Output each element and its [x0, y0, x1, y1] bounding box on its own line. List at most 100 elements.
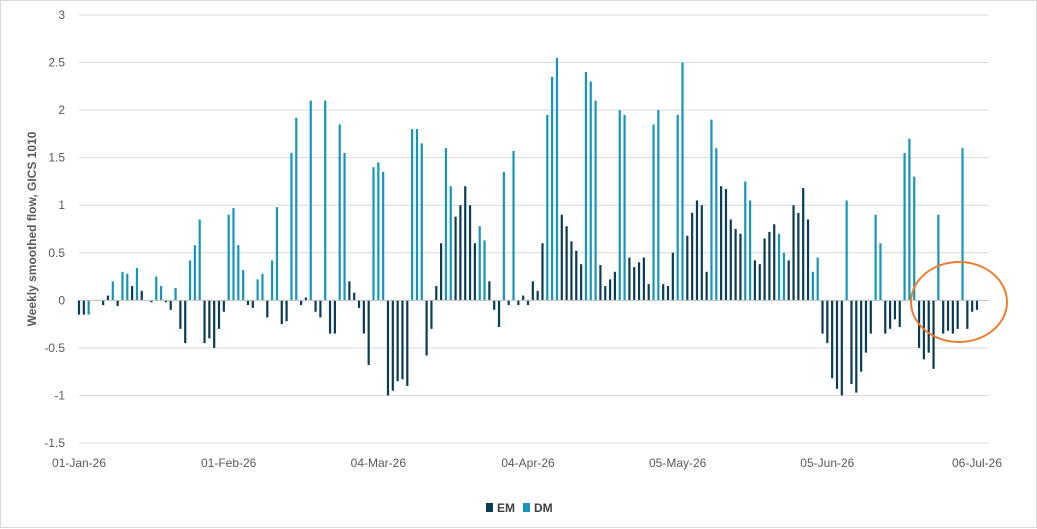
bar-dm: [657, 110, 660, 301]
bar-dm: [261, 273, 264, 301]
bar-dm: [744, 181, 747, 301]
series-em: [77, 186, 979, 396]
bar-em: [599, 265, 602, 301]
bar-dm: [415, 129, 419, 301]
bar-em: [396, 300, 399, 382]
bar-em: [464, 186, 467, 301]
bar-dm: [377, 162, 380, 301]
bar-em: [927, 300, 930, 353]
bar-em: [314, 300, 317, 312]
bar-dm: [594, 100, 597, 301]
bar-em: [246, 300, 250, 306]
bar-em: [285, 300, 288, 322]
bar-em: [806, 219, 810, 301]
bar-em: [536, 290, 539, 301]
bar-dm: [777, 233, 781, 301]
y-axis-title: Weekly smoothed flow, GICS 1010: [25, 131, 39, 326]
bar-em: [869, 300, 872, 334]
bar-dm: [87, 300, 90, 315]
bar-em: [860, 300, 863, 372]
legend-swatch-em: [486, 503, 493, 512]
bar-em: [840, 300, 843, 396]
y-tick-label: -1.5: [44, 436, 65, 450]
bar-em: [184, 300, 187, 344]
bar-em: [280, 300, 283, 325]
bar-em: [517, 300, 520, 306]
bar-dm: [232, 208, 235, 301]
series-dm: [87, 57, 964, 315]
bar-em: [367, 300, 370, 366]
bar-dm: [512, 151, 515, 301]
bar-em: [102, 300, 105, 306]
bar-dm: [908, 138, 911, 301]
bar-dm: [121, 271, 124, 301]
bar-em: [493, 300, 496, 310]
bar-em: [671, 252, 674, 301]
x-tick-label: 05-May-26: [649, 456, 707, 470]
bar-em: [637, 262, 641, 301]
bar-em: [425, 300, 428, 356]
bar-em: [333, 300, 336, 334]
bar-em: [666, 286, 670, 301]
y-tick-label: 3: [58, 8, 65, 22]
bar-dm: [343, 152, 346, 301]
y-axis-tick-labels: -1.5 -1 -0.5 0 0.5 1 1.5 2 2.5 3: [44, 8, 65, 450]
bar-em: [169, 300, 172, 310]
bar-em: [932, 300, 935, 369]
bar-em: [353, 292, 356, 301]
bar-dm: [546, 114, 549, 301]
bar-em: [826, 300, 829, 344]
bar-em: [720, 186, 723, 301]
bar-em: [734, 229, 737, 301]
bar-em: [406, 300, 409, 386]
bar-em: [150, 300, 153, 303]
bar-dm: [198, 219, 201, 301]
bar-dm: [478, 226, 481, 301]
y-tick-label: 2: [58, 103, 65, 117]
bar-em: [705, 271, 708, 301]
bar-dm: [135, 268, 139, 301]
bar-em: [140, 290, 143, 301]
bar-em: [459, 205, 462, 301]
bar-em: [208, 300, 211, 339]
bar-em: [77, 300, 81, 315]
bar-dm: [159, 286, 163, 301]
bar-em: [724, 189, 728, 301]
bar-dm: [449, 186, 452, 301]
bar-em: [357, 300, 361, 308]
legend-item-dm: DM: [523, 501, 553, 515]
y-tick-label: 0: [58, 293, 65, 307]
bar-em: [604, 286, 607, 301]
bar-dm: [715, 148, 718, 301]
bar-dm: [502, 171, 505, 301]
bar-dm: [551, 76, 554, 301]
bar-em: [299, 300, 303, 306]
bar-em: [889, 300, 892, 329]
bar-em: [787, 260, 790, 301]
bar-dm: [681, 62, 684, 301]
bar-dm: [411, 129, 414, 301]
bar-dm: [618, 110, 621, 301]
bar-em: [531, 281, 534, 301]
bar-dm: [676, 114, 679, 301]
bar-em: [575, 250, 578, 301]
bar-em: [217, 300, 221, 329]
bar-em: [758, 264, 761, 301]
bar-em: [488, 281, 491, 301]
bar-em: [864, 300, 868, 353]
legend: EM DM: [486, 501, 553, 515]
y-tick-label: 1: [58, 198, 65, 212]
x-tick-label: 06-Jul-26: [952, 456, 1002, 470]
bar-em: [633, 267, 636, 301]
bar-dm: [242, 269, 245, 301]
bar-em: [642, 257, 645, 301]
bar-dm: [903, 152, 906, 301]
bar-em: [884, 300, 887, 334]
bar-em: [942, 300, 945, 334]
bar-em: [647, 284, 650, 301]
bar-em: [213, 300, 216, 348]
bar-em: [304, 297, 308, 301]
bar-dm: [961, 148, 964, 301]
bar-dm: [193, 245, 196, 301]
